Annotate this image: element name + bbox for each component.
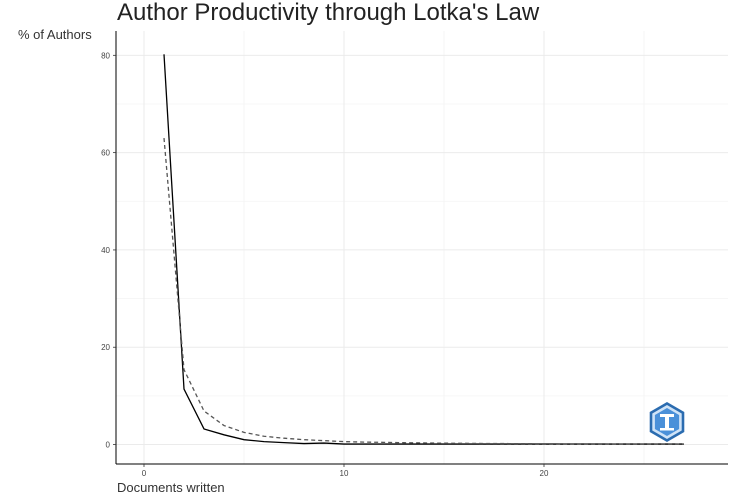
logo-bar-bottom	[660, 428, 674, 431]
grid-layer	[116, 31, 728, 464]
y-tick-label: 0	[106, 441, 111, 450]
bibliometrix-logo-icon	[649, 402, 685, 442]
chart-title: Author Productivity through Lotka's Law	[117, 0, 540, 26]
y-tick-label: 80	[101, 51, 110, 60]
axis-layer: 0 10 20 0 20 40 60 80	[101, 31, 728, 478]
y-tick-label: 20	[101, 343, 110, 352]
x-axis-title: Documents written	[117, 480, 225, 493]
logo-stem	[665, 417, 669, 428]
observed-series-line	[163, 54, 684, 445]
y-tick-label: 60	[101, 149, 110, 158]
x-tick-label: 0	[142, 469, 147, 478]
theoretical-series-line	[163, 137, 685, 445]
label-layer: Author Productivity through Lotka's Law …	[18, 0, 540, 493]
y-axis-title: % of Authors	[18, 27, 92, 42]
y-tick-label: 40	[101, 246, 110, 255]
x-tick-label: 10	[340, 469, 349, 478]
series-layer	[163, 54, 685, 445]
x-tick-label: 20	[540, 469, 549, 478]
logo-bar-top	[660, 414, 674, 417]
